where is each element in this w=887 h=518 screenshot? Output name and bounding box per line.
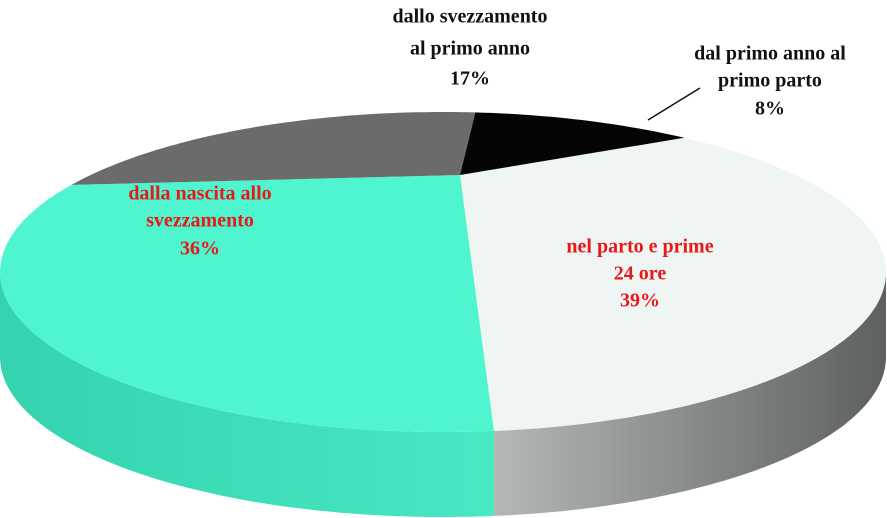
- slice-label: dalla nascita allo: [128, 183, 271, 205]
- slice-label: nel parto e prime: [566, 236, 713, 258]
- value-label: 39%: [620, 290, 660, 312]
- slice: [460, 137, 886, 431]
- slice-label: al primo anno: [410, 38, 530, 60]
- slice-label: dal primo anno al: [694, 43, 846, 65]
- slice-label: 24 ore: [614, 263, 667, 285]
- slice-label: dallo svezzamento: [393, 6, 548, 28]
- slice-side: [0, 272, 494, 517]
- slice-side: [493, 272, 886, 516]
- slice-label: svezzamento: [146, 210, 254, 232]
- value-label: 36%: [180, 238, 220, 260]
- leader-line: [647, 87, 701, 121]
- pie-tops: [0, 112, 886, 432]
- value-label: 17%: [450, 68, 490, 90]
- slice: [71, 112, 476, 185]
- slice: [0, 175, 494, 432]
- slice: [460, 112, 685, 175]
- pie-sides: [0, 272, 886, 517]
- labels: nel parto e prime 24 ore 39% dalla nascita …: [128, 6, 846, 312]
- value-label: 8%: [755, 98, 785, 120]
- slice-label: primo parto: [718, 70, 822, 92]
